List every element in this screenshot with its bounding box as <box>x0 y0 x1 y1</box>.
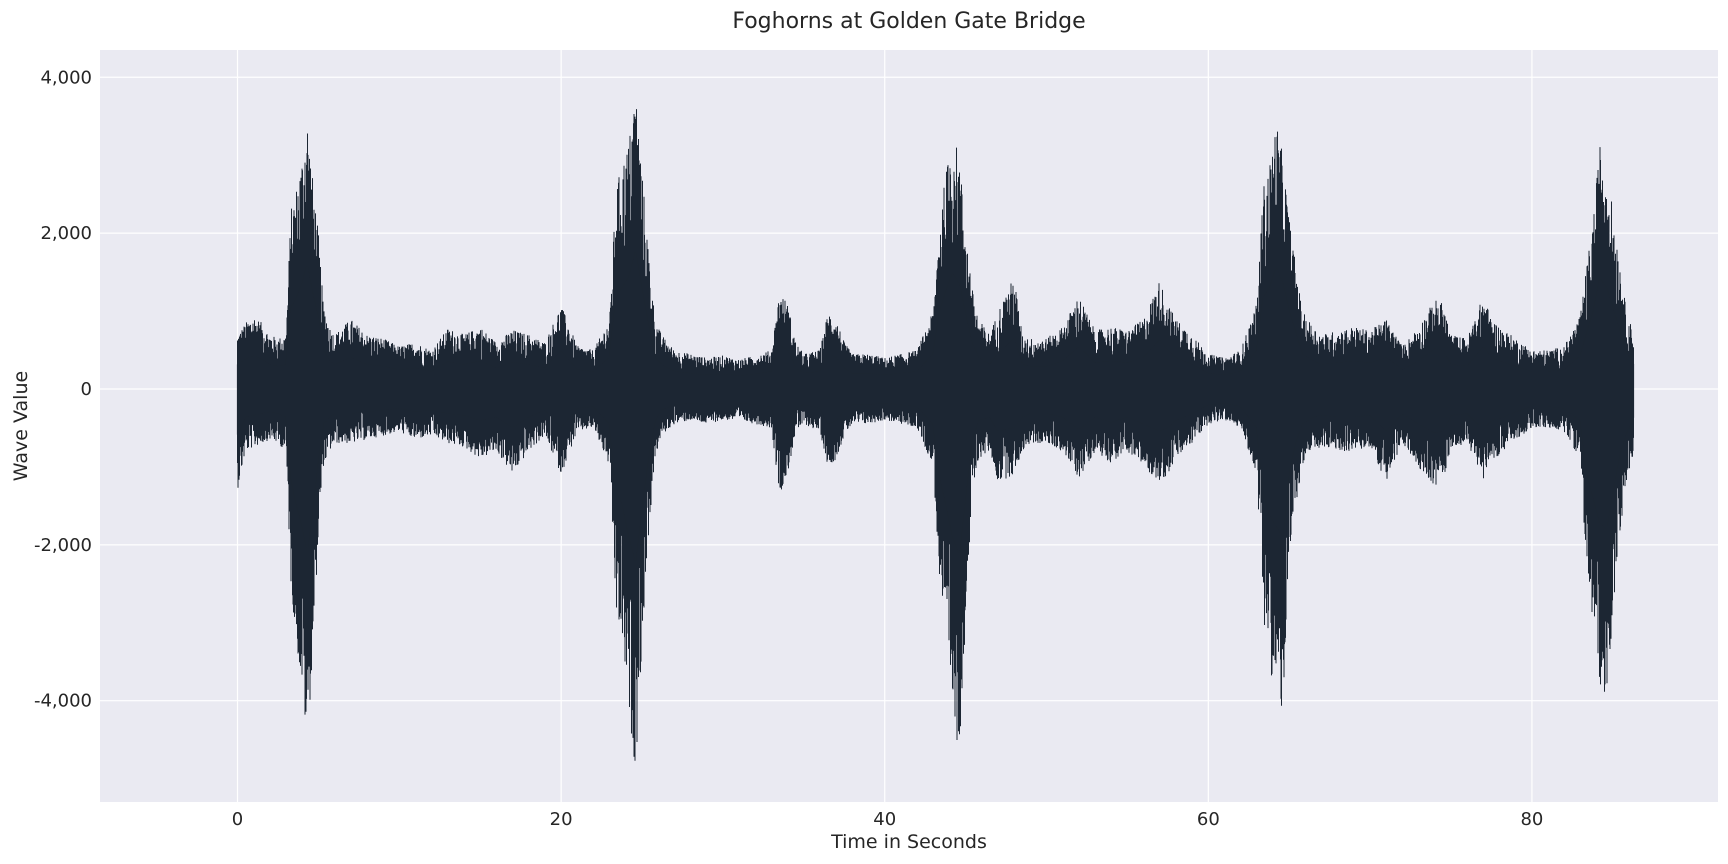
x-tick-label: 80 <box>1520 809 1543 830</box>
x-tick-label: 40 <box>873 809 896 830</box>
x-axis-label: Time in Seconds <box>830 831 987 853</box>
x-tick-label: 0 <box>232 809 243 830</box>
y-tick-label: 2,000 <box>40 223 92 244</box>
y-tick-label: 4,000 <box>40 67 92 88</box>
waveform-core <box>236 252 1635 561</box>
chart-title: Foghorns at Golden Gate Bridge <box>732 9 1085 34</box>
y-axis-label: Wave Value <box>10 371 32 481</box>
y-tick-label: -2,000 <box>34 535 92 556</box>
tick-labels: 0 20 40 60 80 4,000 2,000 0 -2,000 -4,000 <box>34 67 1543 830</box>
x-tick-label: 60 <box>1197 809 1220 830</box>
y-tick-label: -4,000 <box>34 691 92 712</box>
x-tick-label: 20 <box>550 809 573 830</box>
y-tick-label: 0 <box>81 379 92 400</box>
waveform-series <box>236 109 1635 761</box>
